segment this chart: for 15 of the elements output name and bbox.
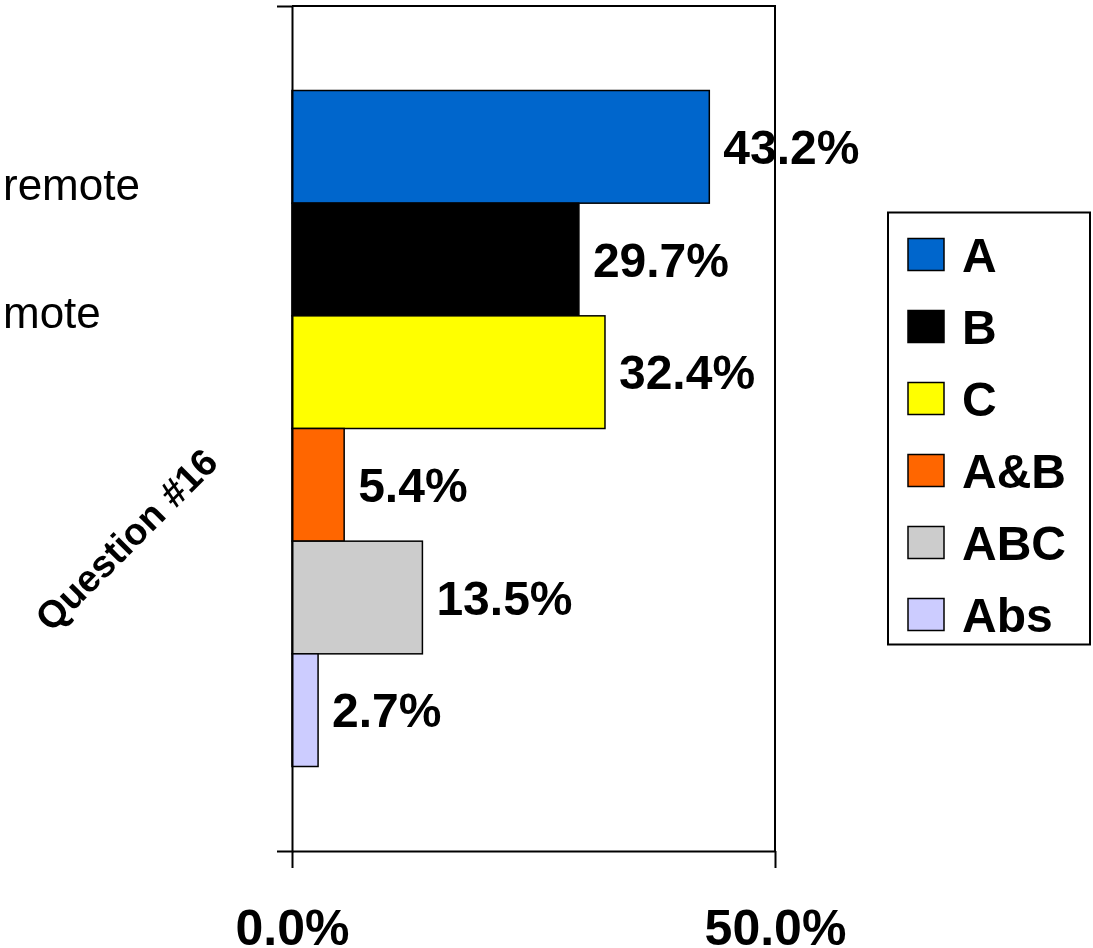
data-label: 13.5% xyxy=(436,571,573,625)
legend-label: C xyxy=(962,372,997,426)
x-tick-label: 0.0% xyxy=(235,899,350,948)
data-label: 5.4% xyxy=(358,459,468,513)
data-label: 2.7% xyxy=(332,684,442,738)
legend-label: ABC xyxy=(962,516,1066,570)
legend-label: B xyxy=(962,300,997,354)
text: mote xyxy=(3,288,101,337)
legend-label: A xyxy=(962,228,997,282)
data-label: 32.4% xyxy=(618,346,756,400)
legend-label: Abs xyxy=(962,588,1053,642)
data-label: 29.7% xyxy=(592,233,730,287)
legend-label: A&B xyxy=(962,444,1066,498)
x-tick-label: 50.0% xyxy=(704,899,847,948)
text: remote xyxy=(3,160,140,209)
